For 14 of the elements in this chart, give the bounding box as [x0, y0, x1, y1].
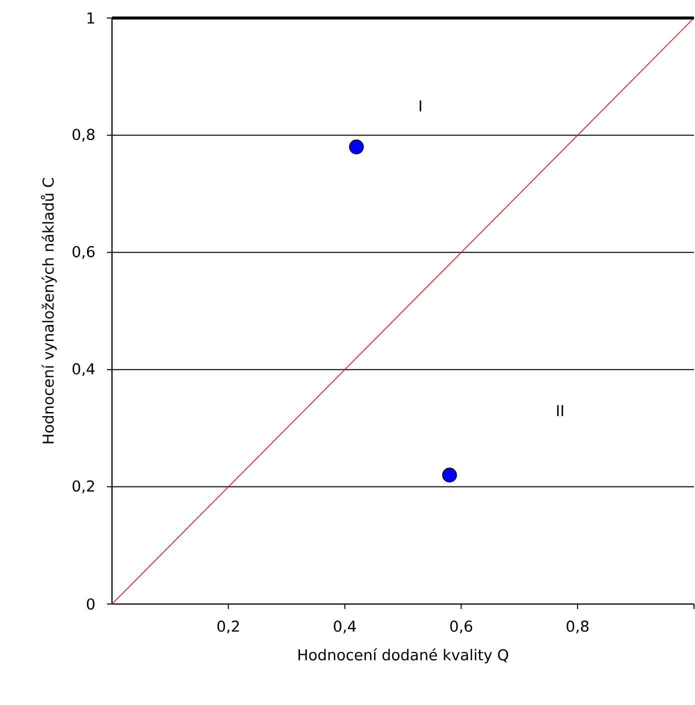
annotation: I: [420, 100, 422, 112]
y-tick-label: 0,2: [72, 480, 94, 494]
y-tick-label: 1: [88, 12, 94, 24]
y-tick-label: 0,4: [72, 363, 95, 376]
y-tick-label: 0,6: [72, 246, 95, 259]
y-tick-label: 0: [86, 598, 94, 610]
x-tick-label: 0,2: [217, 620, 239, 634]
annotation: II: [557, 405, 564, 416]
x-tick-label: 0,8: [566, 620, 588, 634]
x-tick-label: 0,6: [450, 620, 472, 634]
x-axis-title: Hodnocení dodané kvality Q: [298, 648, 508, 664]
x-tick-label: 0,4: [334, 620, 356, 634]
y-axis-title: Hodnocení vynaložených nákladů C: [40, 178, 57, 444]
y-tick-label: 0,8: [72, 128, 94, 142]
